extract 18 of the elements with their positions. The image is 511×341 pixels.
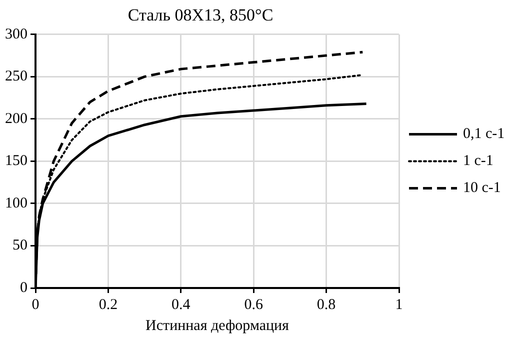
y-tick-label: 50: [12, 238, 28, 254]
x-tick-label: 1: [395, 296, 403, 313]
legend-label: 10 с-1: [463, 180, 501, 196]
y-tick-label: 0: [20, 280, 28, 296]
y-tick-label: 300: [5, 26, 28, 42]
y-tick-label: 150: [5, 153, 28, 170]
legend-label: 0,1 с-1: [463, 126, 505, 142]
x-tick-label: 0.8: [316, 296, 336, 313]
x-tick-label: 0.6: [244, 296, 264, 313]
x-tick-label: 0: [32, 296, 40, 313]
x-tick-label: 0.4: [172, 296, 191, 313]
legend-label: 1 с-1: [463, 153, 494, 170]
x-tick-label: 0.2: [98, 296, 118, 313]
chart-title: Сталь 08Х13, 850°С: [128, 6, 274, 25]
y-tick-label: 200: [5, 110, 28, 127]
x-axis-title: Истинная деформация: [146, 318, 290, 334]
y-tick-label: 250: [5, 68, 28, 85]
y-tick-label: 100: [5, 195, 28, 212]
